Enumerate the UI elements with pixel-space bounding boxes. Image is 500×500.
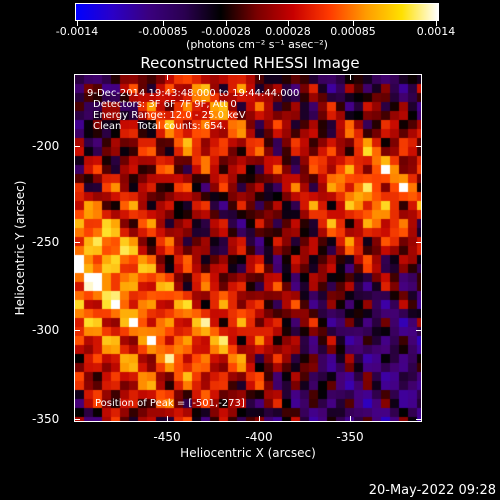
colorbar-tick-label: -0.0014	[55, 25, 99, 38]
info-line-time: 9-Dec-2014 19:43:48.000 to 19:44:44.000	[87, 88, 300, 99]
x-tick	[259, 74, 260, 80]
colorbar-tick-label: -0.00085	[138, 25, 188, 38]
colorbar-tick	[163, 20, 164, 26]
x-tick	[350, 74, 351, 80]
x-tick-label: -350	[336, 430, 364, 444]
y-tick	[416, 419, 422, 420]
x-tick	[350, 416, 351, 422]
colorbar-units: (photons cm⁻² s⁻¹ asec⁻²)	[186, 38, 328, 51]
colorbar	[75, 3, 439, 21]
x-tick-label: -450	[153, 430, 181, 444]
y-tick	[74, 419, 80, 420]
peak-position-label: Position of Peak = [-501,-273]	[95, 398, 245, 409]
colorbar-tick	[436, 20, 437, 26]
colorbar-tick	[353, 20, 354, 26]
y-tick-label: -300	[32, 323, 60, 337]
x-tick-label: -400	[245, 430, 273, 444]
date-stamp: 20-May-2022 09:28	[368, 483, 496, 498]
y-tick	[416, 146, 422, 147]
colorbar-tick-label: -0.00028	[201, 25, 251, 38]
y-axis-title: Heliocentric Y (arcsec)	[13, 180, 27, 316]
heatmap-image	[75, 75, 421, 421]
colorbar-tick	[226, 20, 227, 26]
y-tick	[74, 146, 80, 147]
colorbar-tick-label: 0.00028	[265, 25, 311, 38]
y-tick	[416, 330, 422, 331]
y-tick	[74, 330, 80, 331]
y-tick-label: -250	[32, 235, 60, 249]
y-tick-label: -350	[32, 412, 60, 426]
y-tick-label: -200	[32, 139, 60, 153]
y-tick	[416, 242, 422, 243]
x-tick	[167, 416, 168, 422]
image-plot-area: 9-Dec-2014 19:43:48.000 to 19:44:44.000 …	[74, 74, 422, 422]
colorbar-tick	[288, 20, 289, 26]
x-tick	[259, 416, 260, 422]
y-tick	[74, 242, 80, 243]
x-tick	[167, 74, 168, 80]
info-line-clean: Clean Total counts: 654.	[93, 121, 227, 132]
colorbar-tick	[77, 20, 78, 26]
colorbar-tick-label: 0.0014	[416, 25, 456, 38]
plot-title: Reconstructed RHESSI Image	[140, 54, 360, 72]
info-line-energy: Energy Range: 12.0 - 25.0 keV	[93, 110, 246, 121]
x-axis-title: Heliocentric X (arcsec)	[180, 446, 316, 460]
info-line-detectors: Detectors: 3F 6F 7F 9F, Att 0	[93, 99, 237, 110]
colorbar-tick-label: 0.00085	[330, 25, 376, 38]
